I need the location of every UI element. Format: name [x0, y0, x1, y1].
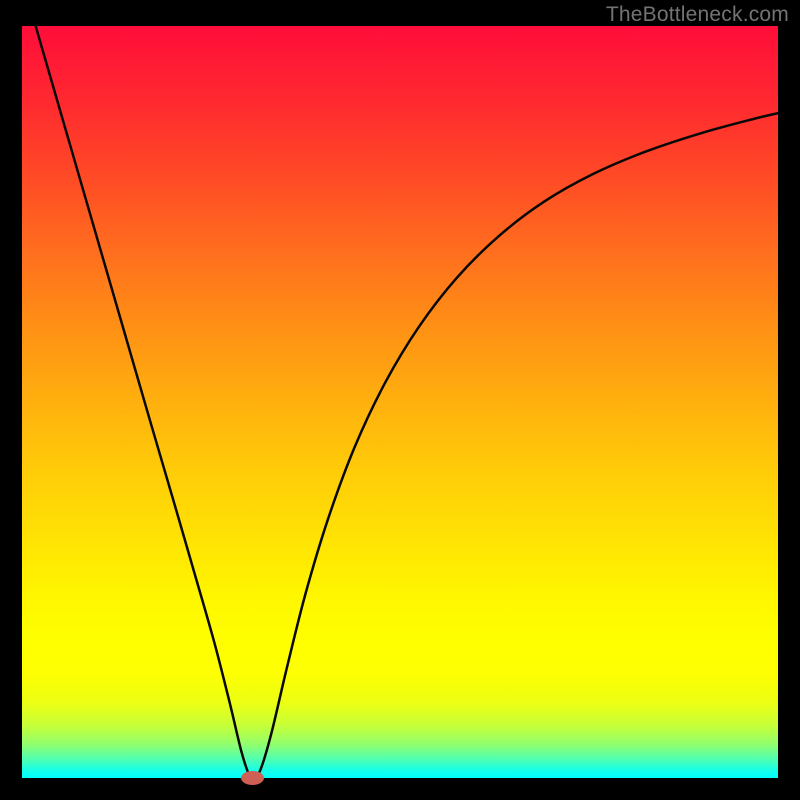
- plot-area: [22, 26, 778, 778]
- gradient-background: [22, 26, 778, 778]
- minimum-marker: [241, 771, 264, 785]
- chart-frame: TheBottleneck.com: [0, 0, 800, 800]
- watermark-text: TheBottleneck.com: [606, 3, 789, 27]
